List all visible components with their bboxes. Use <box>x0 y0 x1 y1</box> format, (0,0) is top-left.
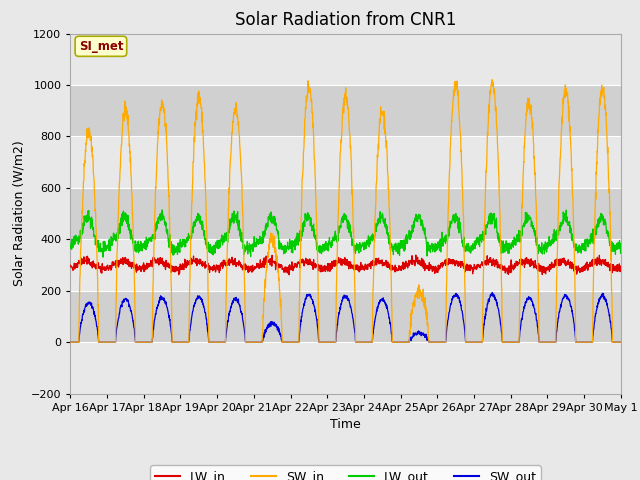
Title: Solar Radiation from CNR1: Solar Radiation from CNR1 <box>235 11 456 29</box>
LW_in <box>362 264 369 270</box>
LW_out <box>362 246 370 252</box>
LW_in <box>584 262 592 267</box>
LW_out <box>374 218 381 224</box>
SW_out <box>506 339 513 345</box>
SW_out <box>488 289 496 295</box>
Bar <box>70 291 621 342</box>
SW_in <box>362 339 369 345</box>
SW_in <box>584 339 591 345</box>
LW_out <box>221 233 228 239</box>
LW_in <box>506 265 514 271</box>
SW_out <box>67 339 74 345</box>
Bar <box>70 342 621 394</box>
SW_out <box>362 339 369 345</box>
SW_in <box>617 339 625 345</box>
Line: LW_out: LW_out <box>70 210 621 257</box>
Bar <box>70 85 621 136</box>
LW_out <box>506 241 514 247</box>
Bar <box>70 34 621 85</box>
SW_in <box>374 152 381 157</box>
Bar <box>70 240 621 291</box>
Line: SW_out: SW_out <box>70 292 621 342</box>
Y-axis label: Solar Radiation (W/m2): Solar Radiation (W/m2) <box>12 141 26 287</box>
LW_in <box>67 263 74 268</box>
LW_in <box>412 252 420 258</box>
SW_out <box>617 339 625 345</box>
LW_in <box>285 272 293 278</box>
SW_in <box>568 190 576 196</box>
Bar <box>70 188 621 240</box>
SW_out <box>220 339 228 345</box>
LW_in <box>569 261 577 267</box>
LW_in <box>220 261 228 267</box>
LW_out <box>158 207 166 213</box>
LW_out <box>67 243 74 249</box>
LW_out <box>569 237 577 243</box>
X-axis label: Time: Time <box>330 418 361 431</box>
Legend: LW_in, SW_in, LW_out, SW_out: LW_in, SW_in, LW_out, SW_out <box>150 465 541 480</box>
LW_out <box>617 240 625 246</box>
SW_in <box>488 77 496 83</box>
SW_in <box>506 339 513 345</box>
LW_in <box>374 260 381 265</box>
LW_out <box>99 254 107 260</box>
SW_in <box>67 339 74 345</box>
SW_out <box>568 311 576 316</box>
Line: SW_in: SW_in <box>70 80 621 342</box>
Line: LW_in: LW_in <box>70 255 621 275</box>
SW_in <box>220 339 228 345</box>
SW_out <box>584 339 591 345</box>
LW_out <box>584 244 592 250</box>
SW_out <box>374 304 381 310</box>
LW_in <box>617 264 625 270</box>
Bar <box>70 136 621 188</box>
Text: SI_met: SI_met <box>79 40 123 53</box>
